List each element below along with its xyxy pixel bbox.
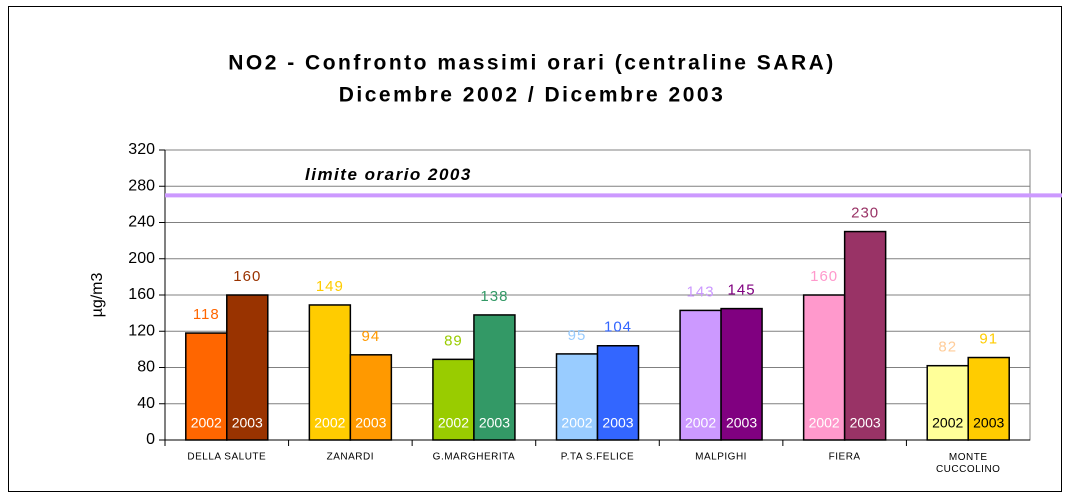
- series-name: 2002: [685, 415, 716, 431]
- bar: [967, 356, 1010, 441]
- x-tick-label: MONTE CUCCOLINO: [936, 452, 1001, 475]
- bar: [843, 230, 887, 441]
- y-tick-label: 200: [128, 250, 155, 267]
- value-label: 230: [851, 205, 879, 222]
- series-name: 2003: [726, 415, 757, 431]
- y-tick-label: 40: [137, 395, 155, 412]
- x-tick-label: G.MARGHERITA: [433, 452, 515, 463]
- value-label: 95: [568, 327, 587, 344]
- x-tick-label: ZANARDI: [327, 452, 374, 463]
- y-tick-label: 160: [128, 286, 155, 303]
- y-tick-label: 280: [128, 177, 155, 194]
- y-tick-label: 0: [146, 431, 155, 448]
- series-name: 2003: [479, 415, 510, 431]
- value-label: 143: [687, 283, 715, 300]
- limit-label: limite orario 2003: [305, 165, 472, 184]
- series-name: 2003: [602, 415, 633, 431]
- bar: [185, 332, 228, 441]
- value-label: 145: [728, 282, 756, 299]
- series-name: 2003: [850, 415, 881, 431]
- value-label: 160: [233, 268, 261, 285]
- series-name: 2002: [561, 415, 592, 431]
- x-tick-label: DELLA SALUTE: [187, 452, 266, 463]
- x-tick-label: FIERA: [829, 452, 861, 463]
- y-axis-label: µg/m3: [89, 273, 106, 318]
- value-label: 89: [444, 332, 463, 349]
- bar: [555, 353, 599, 441]
- chart-title: NO2 - Confronto massimi orari (centralin…: [228, 52, 836, 75]
- value-label: 149: [316, 278, 344, 295]
- x-tick-label: P.TA S.FELICE: [561, 452, 634, 463]
- bar: [349, 354, 393, 441]
- value-label: 138: [480, 288, 508, 305]
- bar: [226, 294, 269, 441]
- chart-subtitle: Dicembre 2002 / Dicembre 2003: [339, 84, 726, 107]
- series-name: 2002: [809, 415, 840, 431]
- bar: [308, 304, 352, 441]
- y-tick-label: 240: [128, 214, 155, 231]
- bar: [432, 358, 475, 441]
- series-name: 2002: [932, 415, 963, 431]
- series-name: 2003: [232, 415, 263, 431]
- bar: [802, 294, 846, 441]
- y-tick-label: 80: [137, 359, 155, 376]
- series-name: 2003: [973, 415, 1004, 431]
- series-name: 2002: [191, 415, 222, 431]
- value-label: 104: [604, 319, 632, 336]
- value-label: 118: [193, 306, 220, 323]
- value-label: 94: [362, 328, 381, 345]
- series-name: 2002: [438, 415, 469, 431]
- y-tick-label: 320: [128, 141, 155, 158]
- series-name: 2002: [314, 415, 345, 431]
- value-label: 91: [979, 331, 998, 348]
- value-label: 160: [810, 268, 838, 285]
- series-name: 2003: [355, 415, 386, 431]
- value-label: 82: [938, 339, 957, 356]
- bar: [596, 345, 640, 441]
- y-tick-label: 120: [128, 322, 155, 339]
- x-tick-label: MALPIGHI: [695, 452, 747, 463]
